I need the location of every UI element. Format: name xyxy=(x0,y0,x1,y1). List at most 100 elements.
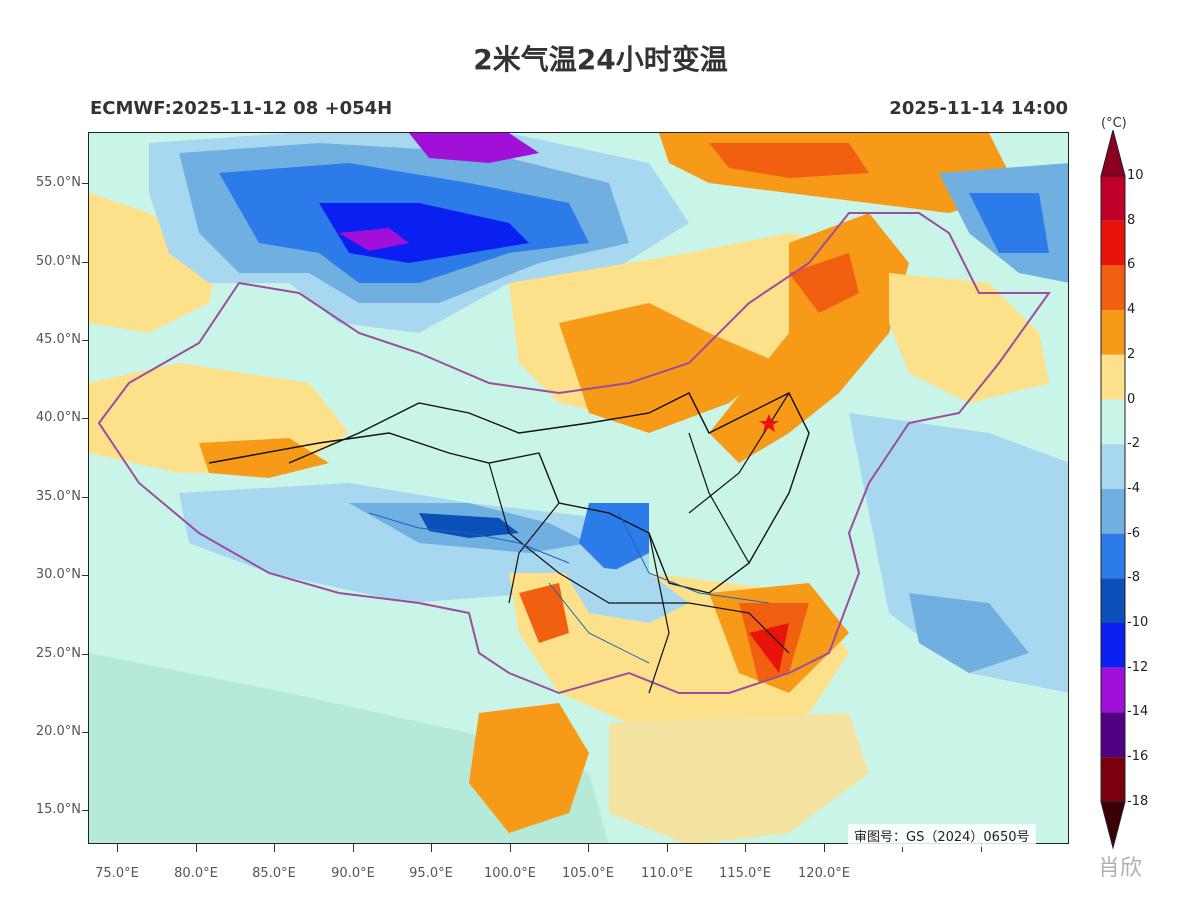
tibet-colder-patch xyxy=(419,513,519,538)
lat-tick xyxy=(82,810,88,811)
colorbar xyxy=(1100,130,1126,850)
indian-ocean-area xyxy=(89,653,609,843)
lat-tick xyxy=(82,497,88,498)
kazakh-warm-area xyxy=(89,193,219,333)
north-china-warm-area xyxy=(559,303,779,433)
colorbar-label: 6 xyxy=(1127,257,1136,273)
colorbar-label: -14 xyxy=(1127,704,1149,720)
yangtze-cool-area xyxy=(559,563,689,623)
colorbar-segment xyxy=(1101,265,1125,311)
lat-label-45: 45.0°N xyxy=(35,332,81,347)
lon-label-100: 100.0°E xyxy=(484,866,536,881)
beijing-star-marker xyxy=(759,414,779,432)
lon-label-110: 110.0°E xyxy=(641,866,693,881)
lon-label-80: 80.0°E xyxy=(174,866,218,881)
colorbar-segment xyxy=(1101,712,1125,758)
valid-time-label: 2025-11-14 14:00 xyxy=(889,98,1068,119)
colorbar-segment xyxy=(1101,623,1125,668)
lon-tick xyxy=(588,844,589,852)
lon-tick xyxy=(824,844,825,852)
lon-tick xyxy=(431,844,432,852)
lon-label-90: 90.0°E xyxy=(331,866,375,881)
far-east-colder-area xyxy=(969,193,1049,253)
colorbar-top-arrow xyxy=(1100,130,1126,177)
colorbar-label: -8 xyxy=(1127,570,1140,586)
lat-label-35: 35.0°N xyxy=(35,489,81,504)
lon-tick xyxy=(196,844,197,852)
lat-tick xyxy=(82,654,88,655)
colorbar-segment xyxy=(1101,176,1125,221)
purple-patch xyxy=(339,228,409,251)
lon-tick xyxy=(510,844,511,852)
colorbar-segment xyxy=(1101,578,1125,623)
lon-tick xyxy=(117,844,118,852)
colorbar-label: -18 xyxy=(1127,793,1149,809)
sichuan-cold-area xyxy=(579,503,649,573)
colorbar-label: -10 xyxy=(1127,615,1149,630)
lat-label-20: 20.0°N xyxy=(35,724,81,739)
yunnan-hot-patch xyxy=(519,583,569,643)
colorbar-label: 2 xyxy=(1127,346,1136,362)
lon-tick xyxy=(745,844,746,852)
lon-label-75: 75.0°E xyxy=(95,866,139,881)
lat-tick xyxy=(82,575,88,576)
rivers xyxy=(368,512,770,664)
guangdong-hot-patch xyxy=(749,623,789,673)
map-canvas xyxy=(89,133,1068,843)
colorbar-segment xyxy=(1101,310,1125,355)
model-run-label: ECMWF:2025-11-12 08 +054H xyxy=(90,98,393,119)
lon-label-95: 95.0°E xyxy=(409,866,453,881)
colorbar-segment xyxy=(1101,220,1125,266)
colorbar-label: 4 xyxy=(1127,302,1136,318)
watermark-text: 肖欣 xyxy=(1098,856,1143,881)
lon-label-105: 105.0°E xyxy=(562,866,614,881)
lon-tick xyxy=(902,844,903,852)
northeast-hot-patch xyxy=(789,253,859,313)
colorbar-segment xyxy=(1101,354,1125,400)
colorbar-label: -6 xyxy=(1127,525,1140,541)
colorbar-label: -16 xyxy=(1127,749,1149,765)
temperature-change-map xyxy=(88,132,1069,844)
colorbar-label: 10 xyxy=(1127,168,1144,183)
pacific-cold-patch xyxy=(909,593,1029,673)
colorbar-segment xyxy=(1101,488,1125,534)
lon-tick xyxy=(667,844,668,852)
map-title: 2米气温24小时变温 xyxy=(473,43,728,76)
colorbar-label: 8 xyxy=(1127,212,1136,228)
lon-tick xyxy=(981,844,982,852)
review-number-stamp: 审图号：GS（2024）0650号 xyxy=(848,824,1036,847)
lat-tick xyxy=(82,732,88,733)
siberia-hot-area xyxy=(709,143,869,178)
colorbar-segment xyxy=(1101,757,1125,802)
colorbar-segment xyxy=(1101,667,1125,713)
south-sea-mild-area xyxy=(609,713,869,843)
lon-tick xyxy=(353,844,354,852)
lat-label-50: 50.0°N xyxy=(35,254,81,269)
lat-label-40: 40.0°N xyxy=(35,410,81,425)
colorbar-segment xyxy=(1101,444,1125,489)
korea-mild-area xyxy=(889,273,1049,403)
lat-tick xyxy=(82,418,88,419)
northeast-warm-area xyxy=(709,213,909,463)
lat-label-30: 30.0°N xyxy=(35,567,81,582)
colorbar-label: -4 xyxy=(1127,480,1140,496)
lon-label-115: 115.0°E xyxy=(719,866,771,881)
lat-label-25: 25.0°N xyxy=(35,646,81,661)
colorbar-segment xyxy=(1101,533,1125,579)
colorbar-bottom-arrow xyxy=(1100,801,1126,850)
colorbar-label: -2 xyxy=(1127,436,1140,452)
colorbar-label: 0 xyxy=(1127,391,1136,407)
province-inner-borders xyxy=(488,392,790,694)
lat-tick xyxy=(82,183,88,184)
lat-tick xyxy=(82,262,88,263)
tarim-warm-area xyxy=(199,438,329,478)
lon-label-120: 120.0°E xyxy=(798,866,850,881)
lat-tick xyxy=(82,340,88,341)
lon-label-85: 85.0°E xyxy=(252,866,296,881)
east-sea-cool-area xyxy=(849,413,1068,693)
indochina-warm-area xyxy=(469,703,589,833)
colorbar-unit: (°C) xyxy=(1101,116,1127,131)
lon-tick xyxy=(274,844,275,852)
lat-label-55: 55.0°N xyxy=(35,175,81,190)
colorbar-frame xyxy=(1100,175,1126,803)
